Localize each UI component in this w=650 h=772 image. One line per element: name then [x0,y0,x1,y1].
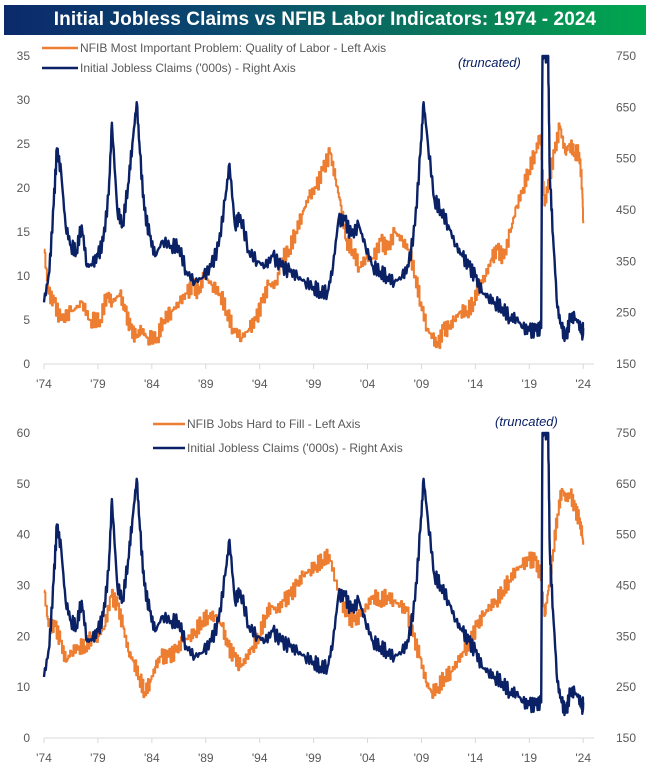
x-tick-label: '24 [575,377,591,391]
chart-title: Initial Jobless Claims vs NFIB Labor Ind… [53,9,597,30]
x-tick-label: '19 [521,751,537,765]
x-tick-label: '14 [468,377,484,391]
series-line-nfib [43,487,585,699]
series-line-jobless-claims [42,54,585,343]
left-axis-tick-label: 60 [17,426,31,440]
left-axis-tick-label: 25 [17,137,31,151]
x-tick-label: '89 [198,377,214,391]
left-axis-tick-label: 20 [17,181,31,195]
left-axis-tick-label: 30 [17,93,31,107]
right-axis-tick-label: 750 [616,49,636,63]
right-axis-tick-label: 350 [616,254,636,268]
x-tick-label: '94 [252,377,268,391]
x-tick-label: '99 [306,377,322,391]
right-axis-tick-label: 550 [616,152,636,166]
right-axis-tick-label: 250 [616,306,636,320]
chart-title-bar: Initial Jobless Claims vs NFIB Labor Ind… [4,5,646,35]
right-axis-tick-label: 350 [616,629,636,643]
left-axis-tick-label: 40 [17,528,31,542]
x-tick-label: '84 [144,377,160,391]
left-axis-tick-label: 35 [17,49,31,63]
x-tick-label: '09 [414,751,430,765]
right-axis-tick-label: 650 [616,477,636,491]
x-tick-label: '89 [198,751,214,765]
x-tick-label: '79 [90,751,106,765]
left-axis-tick-label: 50 [17,477,31,491]
x-tick-label: '24 [575,751,591,765]
truncated-annotation: (truncated) [458,55,521,70]
right-axis-tick-label: 750 [616,426,636,440]
left-axis-tick-label: 30 [17,579,31,593]
series-line-nfib [43,122,585,350]
left-axis-tick-label: 20 [17,629,31,643]
x-tick-label: '04 [360,751,376,765]
x-tick-label: '14 [468,751,484,765]
x-tick-label: '79 [90,377,106,391]
right-axis-tick-label: 150 [616,731,636,745]
truncated-annotation: (truncated) [495,416,558,429]
legend-label-jobless-claims: Initial Jobless Claims ('000s) - Right A… [80,61,296,75]
left-axis-tick-label: 10 [17,680,31,694]
chart-quality-of-labor: '74 '79 '84 '89 '94 '99 '04 '09 '14 '19 '24 0 5 10 15 2… [17,41,637,391]
left-axis-tick-label: 0 [23,357,30,371]
legend-label-nfib: NFIB Jobs Hard to Fill - Left Axis [187,417,360,431]
x-tick-label: '04 [360,377,376,391]
series-line-jobless-claims [42,431,585,717]
left-axis-tick-label: 15 [17,225,31,239]
x-tick-label: '84 [144,751,160,765]
legend-label-nfib: NFIB Most Important Problem: Quality of … [80,41,386,55]
right-axis-tick-label: 250 [616,680,636,694]
x-tick-label: '74 [36,751,52,765]
right-axis-tick-label: 550 [616,528,636,542]
x-tick-label: '09 [414,377,430,391]
legend-label-jobless-claims: Initial Jobless Claims ('000s) - Right A… [187,441,403,455]
right-axis-tick-label: 450 [616,579,636,593]
left-axis-tick-label: 10 [17,269,31,283]
right-axis-tick-label: 450 [616,203,636,217]
right-axis-tick-label: 150 [616,357,636,371]
x-tick-label: '74 [36,377,52,391]
left-axis-tick-label: 0 [23,731,30,745]
left-axis-tick-label: 5 [23,313,30,327]
right-axis-tick-label: 650 [616,100,636,114]
x-tick-label: '94 [252,751,268,765]
chart-jobs-hard-to-fill: '74 '79 '84 '89 '94 '99 '04 '09 '14 '19 '24 0 10 20 30… [17,416,637,765]
x-tick-label: '19 [521,377,537,391]
x-tick-label: '99 [306,751,322,765]
